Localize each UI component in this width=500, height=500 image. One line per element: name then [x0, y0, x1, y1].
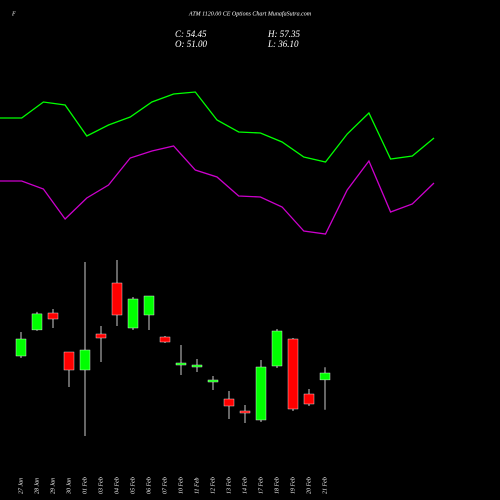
x-tick-label: 20 Feb: [306, 477, 312, 494]
candle-body: [223, 398, 235, 407]
candle-body: [319, 372, 331, 381]
x-tick-label: 27 Jan: [18, 478, 24, 494]
open-label: O: 51.00: [175, 39, 207, 49]
candle-body: [271, 330, 283, 367]
candle-body: [207, 379, 219, 383]
x-tick-label: 19 Feb: [290, 477, 296, 494]
chart-title: ATM 1120.00 CE Options Chart MunafaSutra…: [188, 10, 312, 17]
x-tick-label: 14 Feb: [241, 477, 248, 494]
low-label: L: 36.10: [267, 39, 299, 49]
candle-body: [31, 313, 43, 331]
candle-body: [143, 295, 155, 316]
x-tick-label: 06 Feb: [146, 477, 152, 494]
x-tick-label: 13 Feb: [226, 477, 232, 494]
candle-body: [287, 338, 299, 410]
high-label: H: 57.35: [267, 29, 300, 39]
x-tick-label: 04 Feb: [113, 477, 120, 494]
close-label: C: 54.45: [175, 29, 207, 39]
candle-body: [239, 410, 251, 414]
candle-body: [47, 312, 59, 320]
x-tick-label: 18 Feb: [274, 477, 280, 494]
x-tick-label: 28 Jan: [34, 478, 40, 494]
candle-body: [191, 364, 203, 368]
candle-body: [63, 351, 75, 371]
candle-body: [127, 298, 139, 329]
candle-body: [175, 362, 187, 366]
x-tick-label: 12 Feb: [210, 477, 216, 494]
candle-body: [95, 333, 107, 339]
x-tick-label: 07 Feb: [162, 477, 168, 494]
x-tick-label: 03 Feb: [98, 477, 104, 494]
x-tick-label: 17 Feb: [258, 477, 264, 494]
indicator-line: [0, 91, 435, 163]
candle-body: [15, 338, 27, 357]
ticker: F: [11, 11, 16, 17]
candle-body: [303, 393, 315, 405]
x-tick-label: 05 Feb: [130, 477, 136, 494]
candle-body: [255, 366, 267, 421]
candle-body: [159, 336, 171, 343]
x-tick-label: 10 Feb: [178, 477, 184, 494]
x-tick-label: 21 Feb: [322, 477, 328, 494]
x-tick-label: 01 Feb: [82, 477, 88, 494]
x-tick-label: 30 Jan: [66, 478, 72, 495]
candle-body: [79, 349, 91, 371]
x-tick-label: 29 Jan: [50, 478, 56, 494]
candle-body: [111, 282, 123, 316]
x-tick-label: 11 Feb: [194, 478, 200, 494]
indicator-line: [0, 145, 435, 235]
